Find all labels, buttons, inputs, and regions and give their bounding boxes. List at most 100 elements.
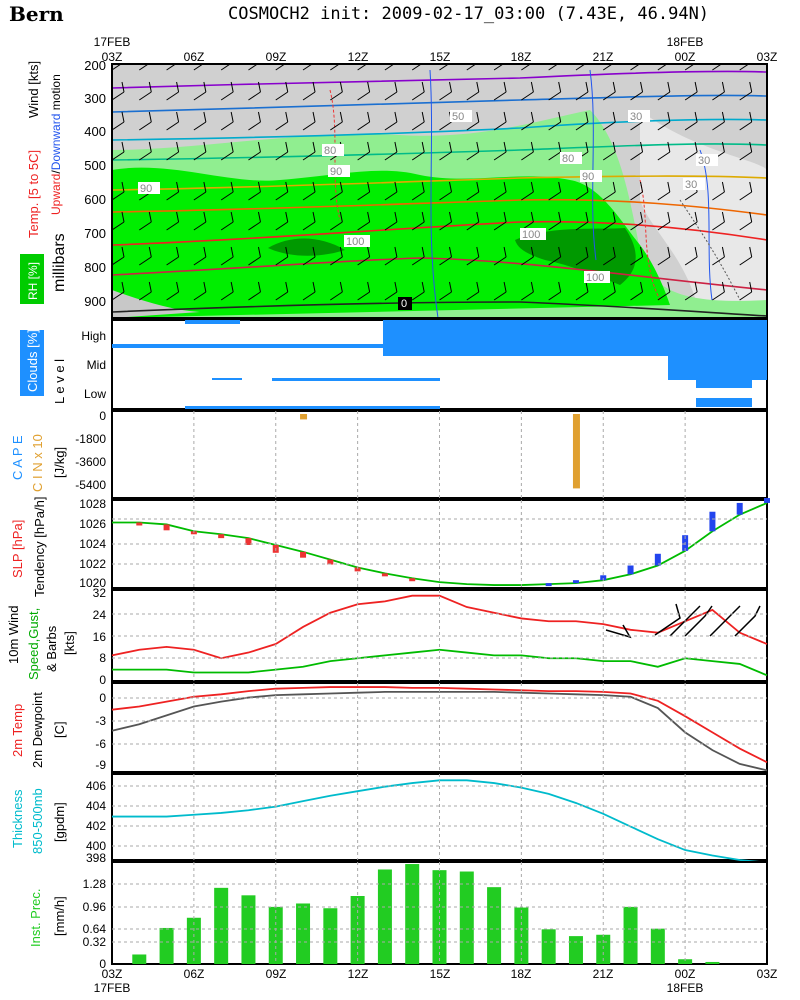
profile-barb-flag-21-1 bbox=[694, 81, 698, 93]
slp-tendency-bar-11 bbox=[409, 578, 416, 582]
profile-barb-flag-5-1 bbox=[257, 81, 261, 93]
label-wind-kts: Wind [kts] bbox=[26, 61, 41, 118]
profile-barb-21-4 bbox=[684, 191, 698, 201]
rh-label-6: 80 bbox=[322, 144, 344, 157]
profile-barb-3-3 bbox=[193, 151, 207, 161]
precip-bar-15 bbox=[541, 929, 556, 964]
profile-barb-flag-20-2 bbox=[667, 111, 671, 123]
x-ticks-top: 03Z 06Z 09Z 12Z 15Z 18Z 21Z 00Z 03Z 17FE… bbox=[94, 35, 778, 64]
profile-barb-10-7 bbox=[384, 291, 398, 301]
profile-barb-flag-8-4 bbox=[339, 181, 343, 193]
surface-barb-6 bbox=[734, 605, 761, 637]
tick-0: 0 bbox=[99, 691, 106, 705]
profile-barb-8-2 bbox=[330, 121, 343, 131]
profile-barb-23-5 bbox=[739, 221, 752, 231]
tick-m9: -9 bbox=[95, 758, 106, 772]
x-bot-0: 03Z bbox=[102, 967, 123, 981]
profile-barb-flag-11-3 bbox=[421, 141, 425, 153]
profile-barb-flag-11-1 bbox=[421, 81, 425, 93]
profile-barb-flag-6-3 bbox=[285, 141, 289, 153]
profile-barb-flag-23-5 bbox=[749, 211, 753, 223]
profile-barb-5-4 bbox=[248, 191, 261, 201]
profile-barb-flag-15-7 bbox=[530, 281, 534, 293]
tick-402: 402 bbox=[86, 819, 106, 833]
surface-barb-1 bbox=[605, 624, 632, 639]
cloud-mid-1 bbox=[212, 378, 242, 380]
profile-barb-4-1 bbox=[220, 91, 234, 101]
profile-barb-9-1 bbox=[357, 91, 370, 101]
profile-barb-7-6 bbox=[302, 256, 316, 266]
profile-barb-flag-11-7 bbox=[421, 281, 425, 293]
profile-barb-15-1 bbox=[521, 91, 534, 101]
tick-0.64: 0.64 bbox=[83, 922, 107, 936]
profile-barb-2-2 bbox=[166, 121, 179, 131]
profile-barb-flag-11-6 bbox=[421, 246, 425, 258]
profile-barb-flag-0-4 bbox=[121, 181, 125, 193]
profile-barb-flag-19-5 bbox=[640, 211, 644, 223]
profile-barb-21-1 bbox=[684, 91, 698, 101]
profile-barb-flag-24-1 bbox=[777, 82, 779, 92]
profile-barb-flag-22-5 bbox=[721, 211, 725, 223]
label-2m-temp: 2m Temp bbox=[10, 704, 25, 757]
profile-barb-flag-8-1 bbox=[339, 81, 343, 93]
precip-bar-4 bbox=[241, 895, 256, 964]
slp-tendency-bar-1 bbox=[136, 522, 143, 526]
slp-tendency-bar-18 bbox=[600, 575, 607, 581]
profile-barb-15-6 bbox=[521, 256, 534, 266]
profile-barb-10-2 bbox=[384, 121, 398, 131]
profile-barb-flag-4-7 bbox=[230, 281, 234, 293]
profile-barb-flag-15-4 bbox=[530, 181, 534, 193]
label-temp: Temp. [5 to 5C] bbox=[26, 150, 41, 238]
tick-400: 400 bbox=[84, 124, 106, 139]
profile-barb-flag-19-3 bbox=[640, 141, 644, 153]
profile-barb-5-3 bbox=[248, 151, 261, 161]
profile-barb-flag-19-4 bbox=[640, 181, 644, 193]
svg-text:90: 90 bbox=[140, 183, 152, 195]
profile-barb-14-1 bbox=[493, 91, 507, 101]
slp-tendency-bar-17 bbox=[572, 580, 579, 584]
profile-barb-flag-11-0 bbox=[422, 52, 424, 62]
profile-barb-flag-14-5 bbox=[503, 211, 507, 223]
profile-barb-flag-19-1 bbox=[640, 81, 644, 93]
profile-barb-flag-0-3 bbox=[121, 141, 125, 153]
profile-barb-flag-15-0 bbox=[531, 52, 533, 62]
cloud-mid-2 bbox=[272, 378, 440, 381]
profile-barb-flag-14-7 bbox=[503, 281, 507, 293]
surface-wind-barbs bbox=[605, 603, 761, 639]
profile-barb-20-2 bbox=[657, 121, 671, 131]
profile-barb-20-7 bbox=[657, 291, 671, 301]
profile-barb-flag-8-7 bbox=[339, 281, 343, 293]
profile-barb-11-3 bbox=[411, 151, 425, 161]
profile-barb-flag-7-1 bbox=[312, 81, 316, 93]
profile-barb-8-7 bbox=[330, 291, 343, 301]
profile-barb-flag-8-2 bbox=[339, 111, 343, 123]
profile-barb-5-7 bbox=[248, 291, 261, 301]
profile-barb-flag-0-2 bbox=[121, 111, 125, 123]
profile-barb-1-6 bbox=[139, 256, 152, 266]
profile-barb-flag-13-1 bbox=[476, 81, 480, 93]
profile-barb-flag-0-5 bbox=[121, 211, 125, 223]
profile-barb-18-6 bbox=[602, 256, 616, 266]
x-bot-6: 21Z bbox=[593, 967, 614, 981]
profile-barb-3-5 bbox=[193, 221, 207, 231]
profile-barb-18-4 bbox=[602, 191, 616, 201]
tick-m6: -6 bbox=[95, 737, 106, 751]
tick-24: 24 bbox=[93, 608, 107, 622]
profile-barb-flag-4-2 bbox=[230, 111, 234, 123]
profile-barb-14-0 bbox=[493, 64, 504, 71]
profile-barb-6-2 bbox=[275, 121, 289, 131]
profile-barb-2-6 bbox=[166, 256, 179, 266]
profile-barb-flag-2-2 bbox=[176, 111, 180, 123]
label-level: L e v e l bbox=[52, 359, 67, 404]
rh-label-8: 30 bbox=[696, 154, 718, 167]
cloud-low-1 bbox=[696, 398, 752, 407]
rh-label-12: 100 bbox=[584, 271, 610, 284]
profile-barb-9-2 bbox=[357, 121, 370, 131]
profile-barb-14-3 bbox=[493, 151, 507, 161]
profile-barb-10-4 bbox=[384, 191, 398, 201]
profile-barb-flag-7-2 bbox=[312, 111, 316, 123]
precip-bar-7 bbox=[323, 908, 338, 964]
profile-barb-13-4 bbox=[466, 191, 480, 201]
profile-barb-0-0 bbox=[112, 64, 122, 71]
